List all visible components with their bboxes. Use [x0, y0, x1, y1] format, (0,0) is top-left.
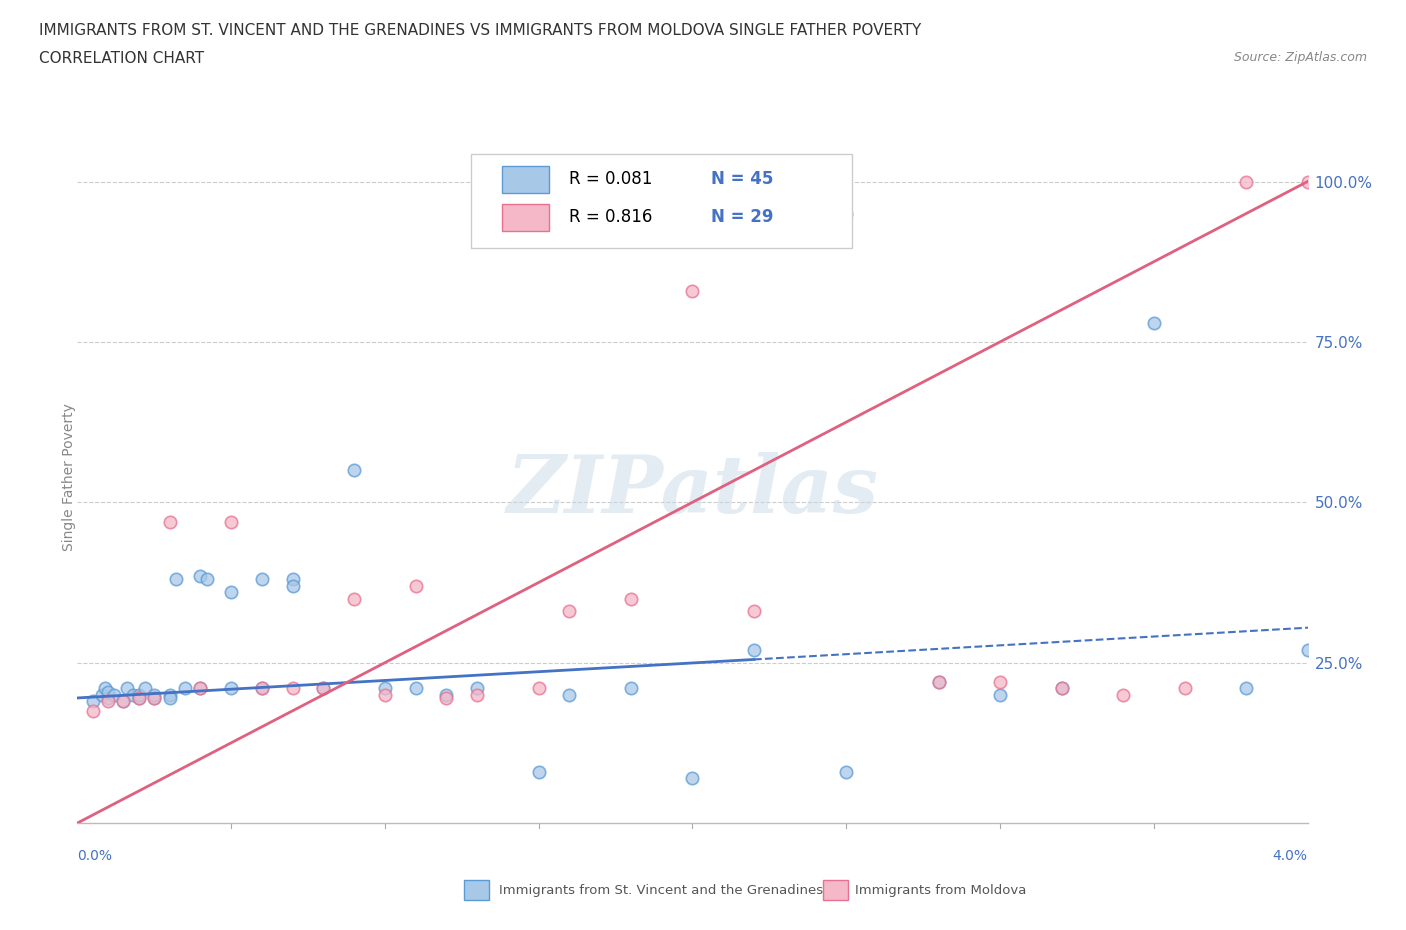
Text: N = 29: N = 29: [711, 208, 773, 227]
Point: [465, 687, 488, 702]
Point: [190, 681, 212, 696]
Point: [343, 463, 366, 478]
Point: [97, 684, 120, 699]
Point: [121, 687, 143, 702]
Point: [742, 604, 765, 618]
Point: [94, 681, 117, 696]
Point: [742, 643, 765, 658]
Text: 4.0%: 4.0%: [1272, 849, 1308, 863]
Point: [682, 771, 704, 786]
Point: [1234, 174, 1257, 189]
Point: [405, 578, 427, 593]
Text: CORRELATION CHART: CORRELATION CHART: [39, 51, 204, 66]
Point: [436, 690, 458, 705]
Point: [143, 687, 166, 702]
Point: [159, 514, 181, 529]
Text: 0.0%: 0.0%: [77, 849, 112, 863]
Point: [128, 690, 150, 705]
Point: [82, 694, 104, 709]
Point: [250, 681, 273, 696]
Point: [1050, 681, 1073, 696]
Point: [250, 572, 273, 587]
Point: [128, 690, 150, 705]
Point: [143, 690, 166, 705]
Text: R = 0.081: R = 0.081: [569, 169, 652, 188]
Point: [97, 694, 120, 709]
Bar: [502, 205, 548, 231]
Point: [82, 703, 104, 718]
FancyBboxPatch shape: [471, 154, 852, 248]
Point: [928, 674, 950, 689]
Point: [1296, 174, 1319, 189]
Point: [1174, 681, 1197, 696]
Point: [281, 572, 304, 587]
Text: N = 45: N = 45: [711, 169, 773, 188]
Point: [465, 681, 488, 696]
Point: [112, 694, 135, 709]
Text: IMMIGRANTS FROM ST. VINCENT AND THE GRENADINES VS IMMIGRANTS FROM MOLDOVA SINGLE: IMMIGRANTS FROM ST. VINCENT AND THE GREN…: [39, 23, 921, 38]
Point: [405, 681, 427, 696]
Point: [1143, 315, 1166, 330]
Point: [115, 681, 138, 696]
Point: [250, 681, 273, 696]
Text: R = 0.816: R = 0.816: [569, 208, 652, 227]
Point: [988, 674, 1011, 689]
Point: [103, 687, 125, 702]
Point: [128, 687, 150, 702]
Point: [174, 681, 197, 696]
Point: [219, 681, 242, 696]
Point: [928, 674, 950, 689]
Point: [143, 690, 166, 705]
Point: [374, 681, 396, 696]
Point: [195, 572, 218, 587]
Text: Source: ZipAtlas.com: Source: ZipAtlas.com: [1233, 51, 1367, 64]
Point: [558, 604, 581, 618]
Point: [527, 764, 550, 779]
Point: [527, 681, 550, 696]
Point: [1296, 643, 1319, 658]
Point: [312, 681, 335, 696]
Text: Immigrants from Moldova: Immigrants from Moldova: [855, 884, 1026, 897]
Point: [190, 568, 212, 583]
Y-axis label: Single Father Poverty: Single Father Poverty: [62, 403, 76, 551]
Point: [835, 764, 858, 779]
Point: [1050, 681, 1073, 696]
Point: [281, 681, 304, 696]
Point: [620, 681, 643, 696]
Point: [165, 572, 187, 587]
Point: [436, 687, 458, 702]
Point: [988, 687, 1011, 702]
Point: [90, 687, 114, 702]
Point: [374, 687, 396, 702]
Point: [1234, 681, 1257, 696]
Point: [558, 687, 581, 702]
Point: [159, 690, 181, 705]
Point: [134, 681, 156, 696]
Point: [281, 578, 304, 593]
Point: [219, 585, 242, 600]
Point: [620, 591, 643, 606]
Point: [112, 694, 135, 709]
Bar: [464, 880, 489, 900]
Point: [159, 687, 181, 702]
Point: [835, 206, 858, 221]
Text: ZIPatlas: ZIPatlas: [506, 452, 879, 529]
Text: Immigrants from St. Vincent and the Grenadines: Immigrants from St. Vincent and the Gren…: [499, 884, 824, 897]
Point: [312, 681, 335, 696]
Point: [190, 681, 212, 696]
Bar: [502, 166, 548, 193]
Point: [97, 690, 120, 705]
Point: [682, 283, 704, 298]
Bar: [823, 880, 848, 900]
Point: [343, 591, 366, 606]
Point: [219, 514, 242, 529]
Point: [1112, 687, 1135, 702]
